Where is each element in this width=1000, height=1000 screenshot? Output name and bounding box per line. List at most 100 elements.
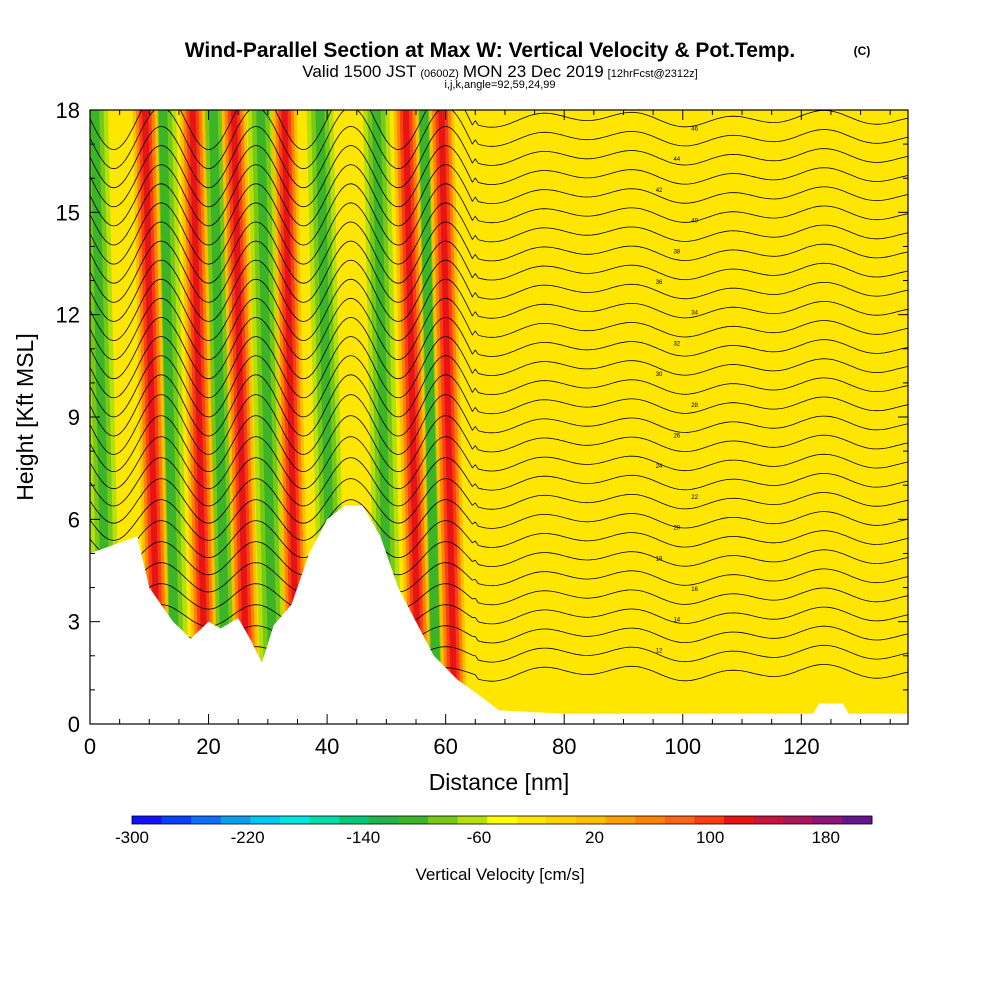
- theta-contour: [90, 202, 908, 265]
- colorbar-tick-label: -60: [467, 828, 492, 847]
- y-tick-label: 3: [68, 610, 80, 635]
- copyright-mark: (C): [854, 44, 871, 58]
- x-tick-label: 120: [783, 734, 820, 759]
- x-tick-label: 40: [315, 734, 339, 759]
- y-axis-label: Height [Kft MSL]: [12, 333, 38, 500]
- theta-contour-label: 12: [656, 648, 663, 654]
- theta-contour: [90, 520, 908, 559]
- colorbar-swatch: [546, 816, 577, 824]
- theta-contour: [90, 316, 908, 380]
- colorbar-swatch: [368, 816, 399, 824]
- updraft-band: [230, 110, 251, 724]
- theta-contour-label: 44: [673, 157, 680, 163]
- theta-contour-label: 34: [691, 311, 698, 317]
- theta-contour: [90, 110, 908, 170]
- theta-contour-label: 46: [691, 126, 698, 132]
- colorbar-swatch: [191, 816, 222, 824]
- theta-contour: [90, 297, 908, 361]
- downdraft-band: [419, 110, 442, 724]
- y-tick-label: 15: [56, 200, 80, 225]
- x-tick-label: 80: [552, 734, 576, 759]
- theta-contour-label: 36: [656, 280, 663, 286]
- theta-contour-label: 16: [691, 587, 698, 593]
- theta-contour: [90, 583, 908, 610]
- theta-contour-label: 20: [673, 526, 680, 532]
- theta-contour: [90, 478, 908, 524]
- colorbar-swatch: [487, 816, 518, 824]
- colorbar-swatch: [635, 816, 666, 824]
- colorbar-swatch: [576, 816, 606, 824]
- theta-contour: [90, 125, 908, 189]
- theta-contour: [90, 415, 908, 473]
- colorbar-tick-label: -300: [115, 828, 149, 847]
- colorbar-swatch: [398, 816, 429, 824]
- theta-contour: [90, 145, 908, 208]
- theta-contour-label: 18: [656, 556, 663, 562]
- x-axis-label: Distance [nm]: [429, 769, 570, 795]
- theta-contour: [90, 336, 908, 399]
- theta-contour: [90, 562, 908, 593]
- y-tick-label: 6: [68, 507, 80, 532]
- colorbar-swatch: [339, 816, 370, 824]
- theta-contour-label: 48: [656, 96, 663, 102]
- colorbar-frame: [131, 815, 873, 825]
- theta-contour: [90, 457, 908, 507]
- colorbar-swatch: [753, 816, 784, 824]
- x-axis: 0 20 40 60 80 100 120: [84, 110, 891, 759]
- x-tick-label: 0: [84, 734, 96, 759]
- downdraft-band: [158, 110, 181, 724]
- colorbar-swatch: [516, 816, 547, 824]
- theta-contour: [90, 221, 908, 284]
- x-tick-label: 20: [196, 734, 220, 759]
- theta-contour-label: 24: [656, 464, 663, 470]
- colorbar-tick-label: -220: [231, 828, 265, 847]
- velocity-bands: [90, 110, 467, 724]
- updraft-band: [281, 110, 301, 724]
- colorbar-tick-label: 100: [696, 828, 724, 847]
- theta-contour: [90, 499, 908, 541]
- grid-indices: i,j,k,angle=92,59,24,99: [444, 79, 555, 91]
- colorbar-swatch: [605, 816, 636, 824]
- theta-contour-label: 22: [691, 495, 698, 501]
- chart-subtitle: Valid 1500 JST (0600Z) MON 23 Dec 2019 […: [302, 62, 697, 81]
- y-tick-label: 12: [56, 303, 80, 328]
- colorbar-swatch: [161, 816, 192, 824]
- theta-contour: [90, 183, 908, 246]
- colorbar-swatch: [132, 816, 162, 824]
- colorbar-swatch: [724, 816, 754, 824]
- colorbar-swatch: [812, 816, 843, 824]
- colorbar-swatch: [694, 816, 725, 824]
- updraft-band: [142, 110, 162, 724]
- theta-contour-label: 26: [673, 433, 680, 439]
- colorbar-swatch: [309, 816, 340, 824]
- colorbar: [131, 815, 873, 825]
- updraft-band: [189, 110, 209, 724]
- y-tick-label: 9: [68, 405, 80, 430]
- valid-time: Valid 1500 JST: [302, 62, 416, 81]
- updraft-band: [438, 110, 458, 724]
- colorbar-swatch: [428, 816, 458, 824]
- chart-title: Wind-Parallel Section at Max W: Vertical…: [185, 39, 796, 62]
- valid-date: MON 23 Dec 2019: [463, 62, 604, 81]
- theta-contour: [90, 604, 908, 627]
- theta-contour: [90, 394, 908, 455]
- colorbar-swatch: [664, 816, 695, 824]
- theta-contour-label: 30: [656, 372, 663, 378]
- terrain: [90, 505, 908, 724]
- theta-contour: [90, 259, 908, 322]
- theta-contour: [90, 541, 908, 576]
- colorbar-label: Vertical Velocity [cm/s]: [415, 865, 584, 884]
- theta-contour-label: 14: [673, 618, 680, 624]
- forecast-info: [12hrFcst@2312z]: [608, 68, 698, 80]
- x-tick-label: 60: [433, 734, 457, 759]
- theta-contour: [90, 436, 908, 490]
- x-tick-label: 100: [664, 734, 701, 759]
- theta-contour-label: 28: [691, 403, 698, 409]
- theta-contour: [90, 374, 908, 437]
- colorbar-swatch: [783, 816, 814, 824]
